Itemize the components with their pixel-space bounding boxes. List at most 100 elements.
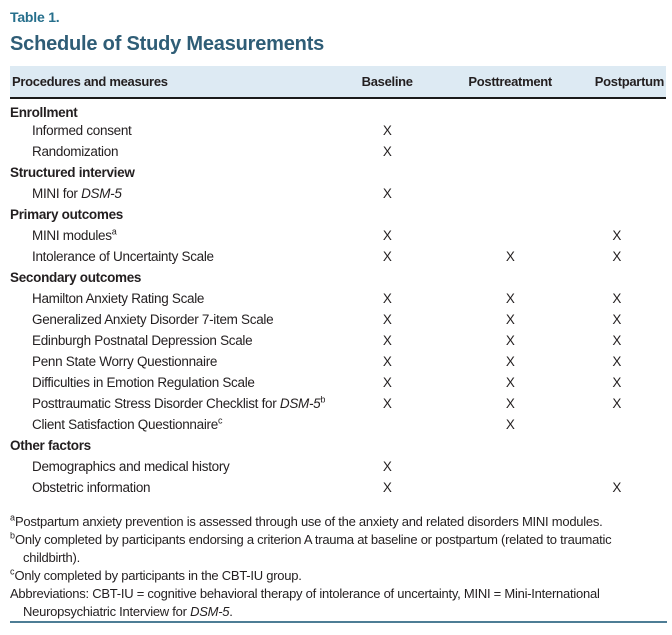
x-mark-baseline: X — [382, 375, 392, 390]
x-mark-baseline: X — [382, 291, 392, 306]
row-label: Generalized Anxiety Disorder 7-item Scal… — [32, 312, 274, 327]
x-mark-postpartum: X — [612, 291, 622, 306]
column-header-postpartum: Postpartum — [567, 66, 666, 99]
x-mark-postpartum: X — [612, 480, 622, 495]
column-header-procedures-and-measures: Procedures and measures — [10, 66, 322, 99]
row-label: MINI for DSM-5 — [32, 186, 122, 201]
cell-postpartum — [568, 183, 666, 204]
row-label: Posttraumatic Stress Disorder Checklist … — [32, 394, 326, 411]
table-row: Randomization X — [10, 141, 666, 162]
x-mark-postpartum: X — [612, 354, 622, 369]
cell-posttreatment — [453, 267, 568, 288]
table-title: Schedule of Study Measurements — [10, 33, 325, 55]
row-label: Difficulties in Emotion Regulation Scale — [32, 375, 255, 390]
row-label: Hamilton Anxiety Rating Scale — [32, 291, 205, 306]
cell-postpartum — [568, 141, 666, 162]
cell-baseline — [322, 414, 453, 435]
cell-postpartum — [568, 98, 666, 120]
cell-postpartum — [568, 267, 666, 288]
cell-posttreatment — [453, 225, 568, 246]
x-mark-postpartum: X — [612, 396, 622, 411]
row-label: Other factors — [10, 438, 91, 453]
cell-posttreatment — [453, 204, 568, 225]
x-mark-posttreatment: X — [505, 396, 515, 411]
table-row: MINI modulesa X X — [10, 225, 666, 246]
table-row: Informed consent X — [10, 120, 666, 141]
x-mark-postpartum: X — [612, 375, 622, 390]
row-label: MINI modulesa — [32, 226, 117, 243]
x-mark-posttreatment: X — [505, 333, 515, 348]
section-row: Primary outcomes — [10, 204, 666, 225]
x-mark-baseline: X — [382, 333, 392, 348]
cell-posttreatment — [453, 120, 568, 141]
row-label: Client Satisfaction Questionnairec — [32, 415, 223, 432]
bottom-rule — [10, 621, 667, 623]
table-row: Penn State Worry Questionnaire X X X — [10, 351, 666, 372]
row-label: Edinburgh Postnatal Depression Scale — [32, 333, 253, 348]
table-label: Table 1. — [10, 9, 60, 25]
row-label: Primary outcomes — [10, 207, 123, 222]
row-label: Obstetric information — [32, 480, 151, 495]
cell-posttreatment — [453, 435, 568, 456]
cell-postpartum — [568, 204, 666, 225]
x-mark-postpartum: X — [612, 333, 622, 348]
cell-postpartum — [568, 162, 666, 183]
x-mark-posttreatment: X — [505, 312, 515, 327]
cell-postpartum — [568, 414, 666, 435]
table-body: Enrollment Informed consent X Randomization… — [10, 98, 666, 498]
table-row: Obstetric information X X — [10, 477, 666, 498]
x-mark-baseline: X — [382, 354, 392, 369]
row-label: Enrollment — [10, 105, 78, 120]
row-label: Randomization — [32, 144, 119, 159]
table-row: Client Satisfaction Questionnairec X — [10, 414, 666, 435]
x-mark-baseline: X — [382, 186, 392, 201]
row-label: Penn State Worry Questionnaire — [32, 354, 218, 369]
cell-posttreatment — [453, 477, 568, 498]
section-row: Enrollment — [10, 98, 666, 120]
row-label: Informed consent — [32, 123, 132, 138]
table-header: Procedures and measures Baseline Posttre… — [10, 66, 666, 99]
x-mark-posttreatment: X — [505, 249, 515, 264]
row-label: Demographics and medical history — [32, 459, 230, 474]
cell-posttreatment — [453, 162, 568, 183]
footnote: cOnly completed by participants in the C… — [10, 566, 302, 583]
header-row: Procedures and measures Baseline Posttre… — [10, 66, 666, 99]
table-row: Hamilton Anxiety Rating Scale X X X — [10, 288, 666, 309]
x-mark-baseline: X — [382, 480, 392, 495]
x-mark-baseline: X — [382, 228, 392, 243]
table-row: Difficulties in Emotion Regulation Scale… — [10, 372, 666, 393]
x-mark-postpartum: X — [612, 312, 622, 327]
x-mark-posttreatment: X — [505, 417, 515, 432]
x-mark-baseline: X — [382, 459, 392, 474]
cell-posttreatment — [453, 98, 568, 120]
x-mark-baseline: X — [382, 249, 392, 264]
column-header-baseline: Baseline — [321, 66, 453, 99]
x-mark-postpartum: X — [612, 249, 622, 264]
cell-baseline — [322, 162, 453, 183]
x-mark-postpartum: X — [612, 228, 622, 243]
x-mark-posttreatment: X — [505, 375, 515, 390]
cell-postpartum — [568, 456, 666, 477]
cell-postpartum — [568, 120, 666, 141]
cell-baseline — [322, 435, 453, 456]
row-label: Structured interview — [10, 165, 135, 180]
table-row: Posttraumatic Stress Disorder Checklist … — [10, 393, 666, 414]
row-label: Secondary outcomes — [10, 270, 142, 285]
schedule-table: Procedures and measures Baseline Posttre… — [10, 66, 666, 498]
table-row: MINI for DSM-5 X — [10, 183, 666, 204]
x-mark-baseline: X — [382, 123, 392, 138]
cell-baseline — [322, 98, 453, 120]
section-row: Secondary outcomes — [10, 267, 666, 288]
cell-posttreatment — [453, 141, 568, 162]
table-row: Intolerance of Uncertainty Scale X X X — [10, 246, 666, 267]
x-mark-baseline: X — [382, 144, 392, 159]
row-label: Intolerance of Uncertainty Scale — [32, 249, 214, 264]
cell-posttreatment — [453, 456, 568, 477]
x-mark-posttreatment: X — [505, 354, 515, 369]
section-row: Other factors — [10, 435, 666, 456]
x-mark-posttreatment: X — [505, 291, 515, 306]
table-row: Demographics and medical history X — [10, 456, 666, 477]
footnote: Abbreviations: CBT-IU = cognitive behavi… — [10, 586, 600, 619]
footnote: aPostpartum anxiety prevention is assess… — [10, 512, 603, 529]
